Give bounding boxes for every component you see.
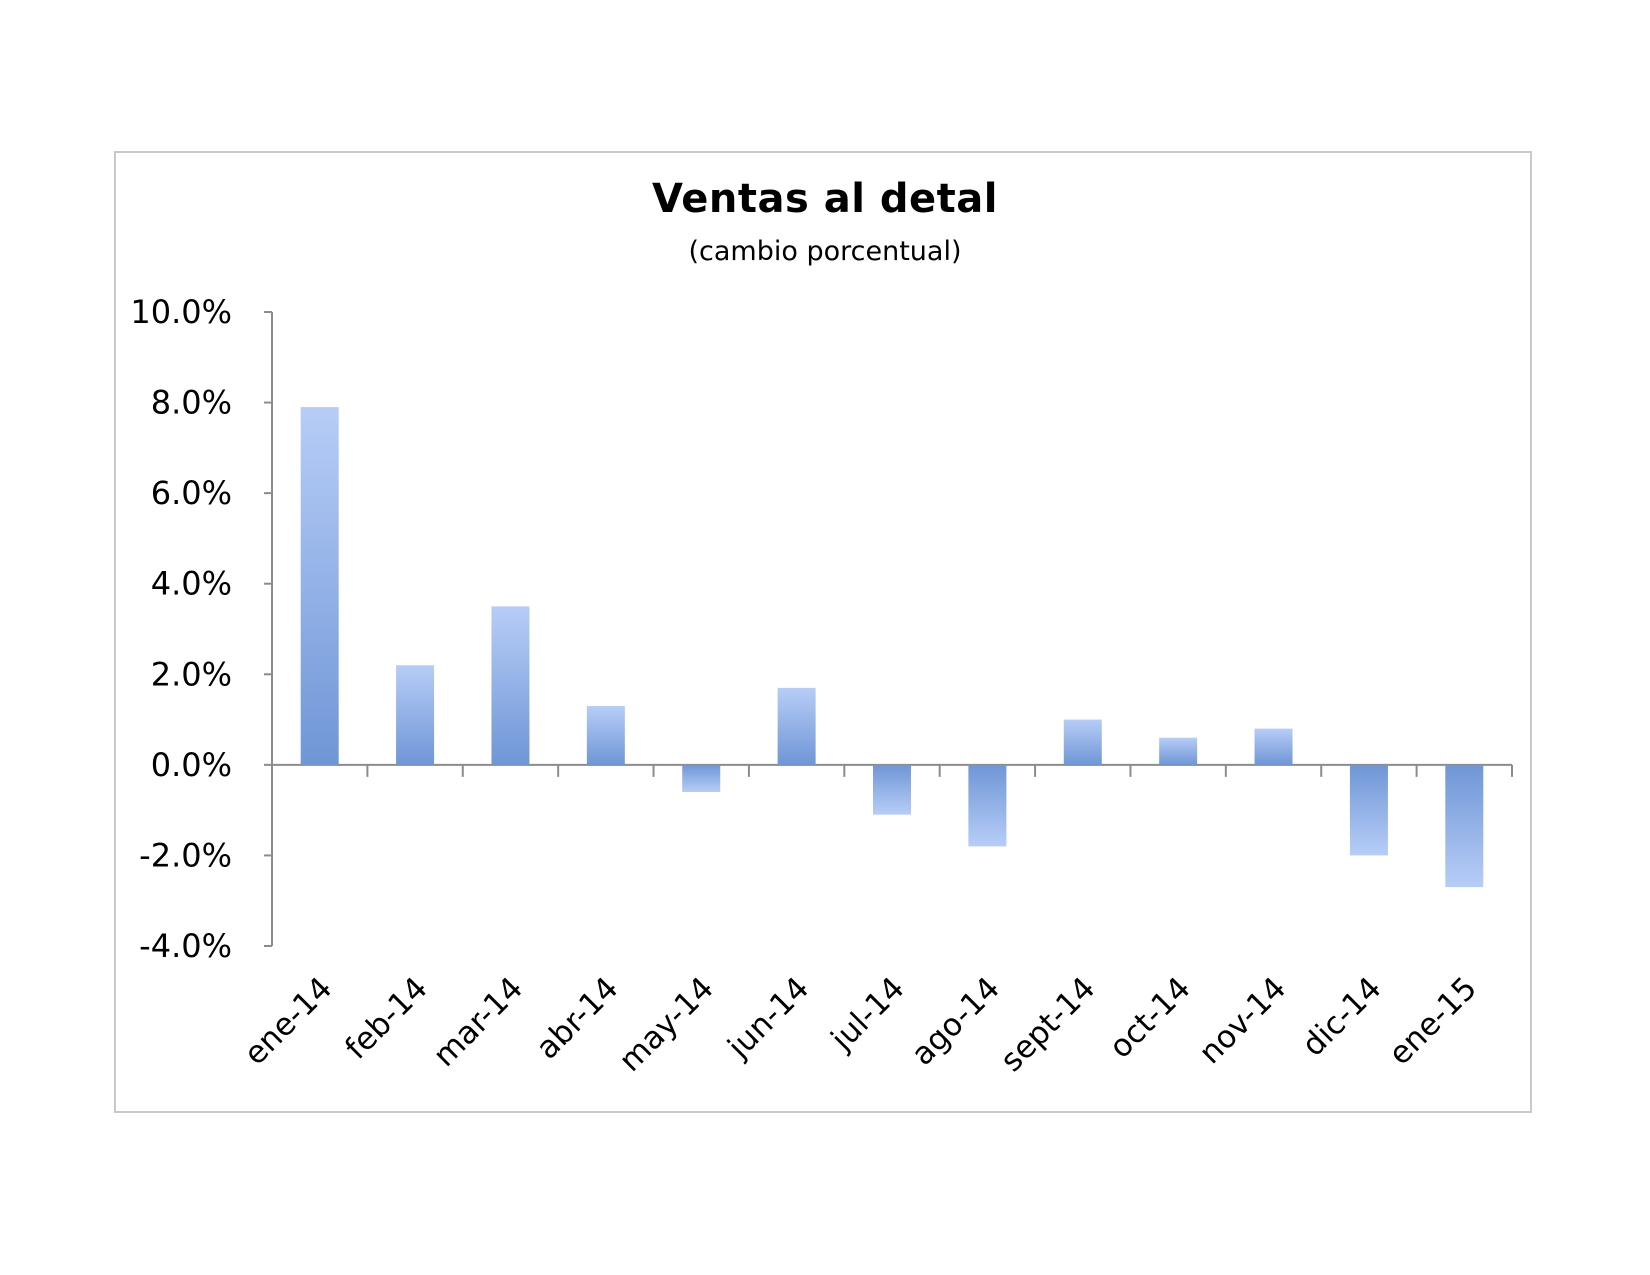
bar-dic-14 [1349,764,1388,856]
y-tick-label: 10.0% [130,293,232,331]
bar-jul-14 [873,764,911,815]
y-tick-label: 2.0% [151,655,232,693]
y-axis: 10.0% 8.0% 6.0% 4.0% 2.0% 0.0% -2.0% -4.0% [130,293,273,965]
bar-feb-14 [396,665,435,765]
x-category-label: abr-14 [529,970,625,1066]
x-category-label: jun-14 [720,970,816,1066]
x-category-label: sept-14 [994,970,1103,1079]
bar-ago-14 [968,764,1007,847]
y-tick-label: 0.0% [151,746,232,784]
bar-sept-14 [1063,719,1102,765]
x-category-label: jul-14 [824,970,912,1058]
bar-mar-14 [491,606,530,765]
bar-oct-14 [1159,737,1198,765]
bar-may-14 [682,764,721,793]
x-category-label: ene-14 [237,970,339,1072]
y-tick-label: 4.0% [151,565,232,603]
bar-jun-14 [777,687,816,765]
x-category-label: oct-14 [1102,970,1197,1065]
x-category-label: ago-14 [905,970,1007,1072]
chart-frame [114,151,1532,1113]
chart-subtitle: (cambio porcentual) [688,236,962,267]
y-tick-label: 6.0% [151,474,232,512]
bar-abr-14 [586,705,625,765]
y-tick-label: -2.0% [139,836,232,874]
x-category-label: feb-14 [338,970,434,1066]
x-category-label: may-14 [612,970,721,1079]
bar-nov-14 [1254,728,1293,765]
bar-ene-15 [1445,764,1484,888]
chart-title: Ventas al detal [652,176,998,222]
bar-ene-14 [300,407,339,765]
x-category-label: ene-15 [1382,970,1484,1072]
x-category-label: dic-14 [1295,970,1388,1063]
bars [300,407,1484,888]
x-category-label: mar-14 [426,970,530,1074]
y-tick-label: -4.0% [139,927,232,965]
x-category-label: nov-14 [1192,970,1293,1071]
y-tick-label: 8.0% [151,384,232,422]
